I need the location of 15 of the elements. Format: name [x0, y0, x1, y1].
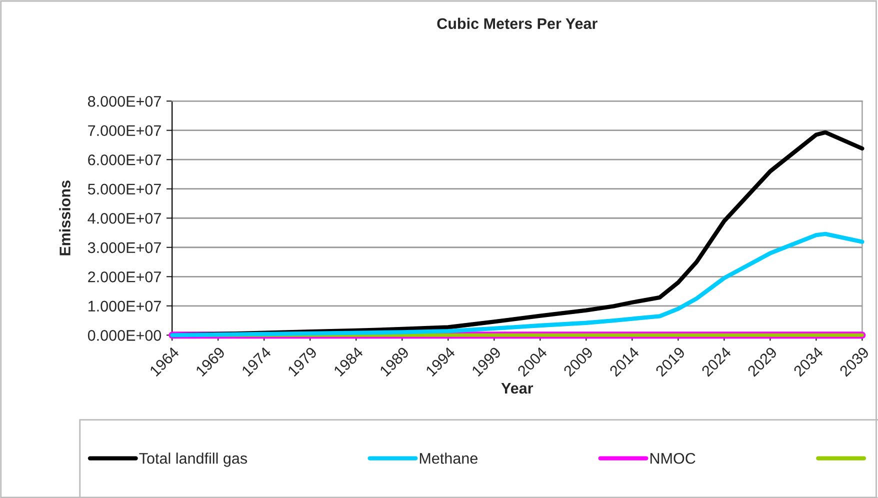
chart-title: Cubic Meters Per Year: [437, 18, 598, 30]
legend-label: Methane: [420, 452, 478, 464]
y-tick-label: 3.000E+07: [88, 242, 161, 254]
y-tick-label: 1.000E+07: [88, 300, 161, 312]
y-tick-label: 6.000E+07: [88, 154, 161, 166]
y-tick-label: 7.000E+07: [88, 125, 161, 136]
y-tick-label: 2.000E+07: [88, 272, 161, 282]
y-tick-label: 0.000E+00: [88, 330, 162, 341]
x-axis-title: Year: [501, 383, 534, 394]
legend-label: NMOC: [650, 452, 696, 464]
y-axis-title: Emissions: [59, 180, 70, 256]
y-tick-label: 8.000E+07: [88, 96, 161, 107]
y-tick-label: 5.000E+07: [88, 184, 161, 195]
legend-label: Total landfill gas: [139, 452, 248, 467]
y-tick-label: 4.000E+07: [88, 212, 161, 224]
